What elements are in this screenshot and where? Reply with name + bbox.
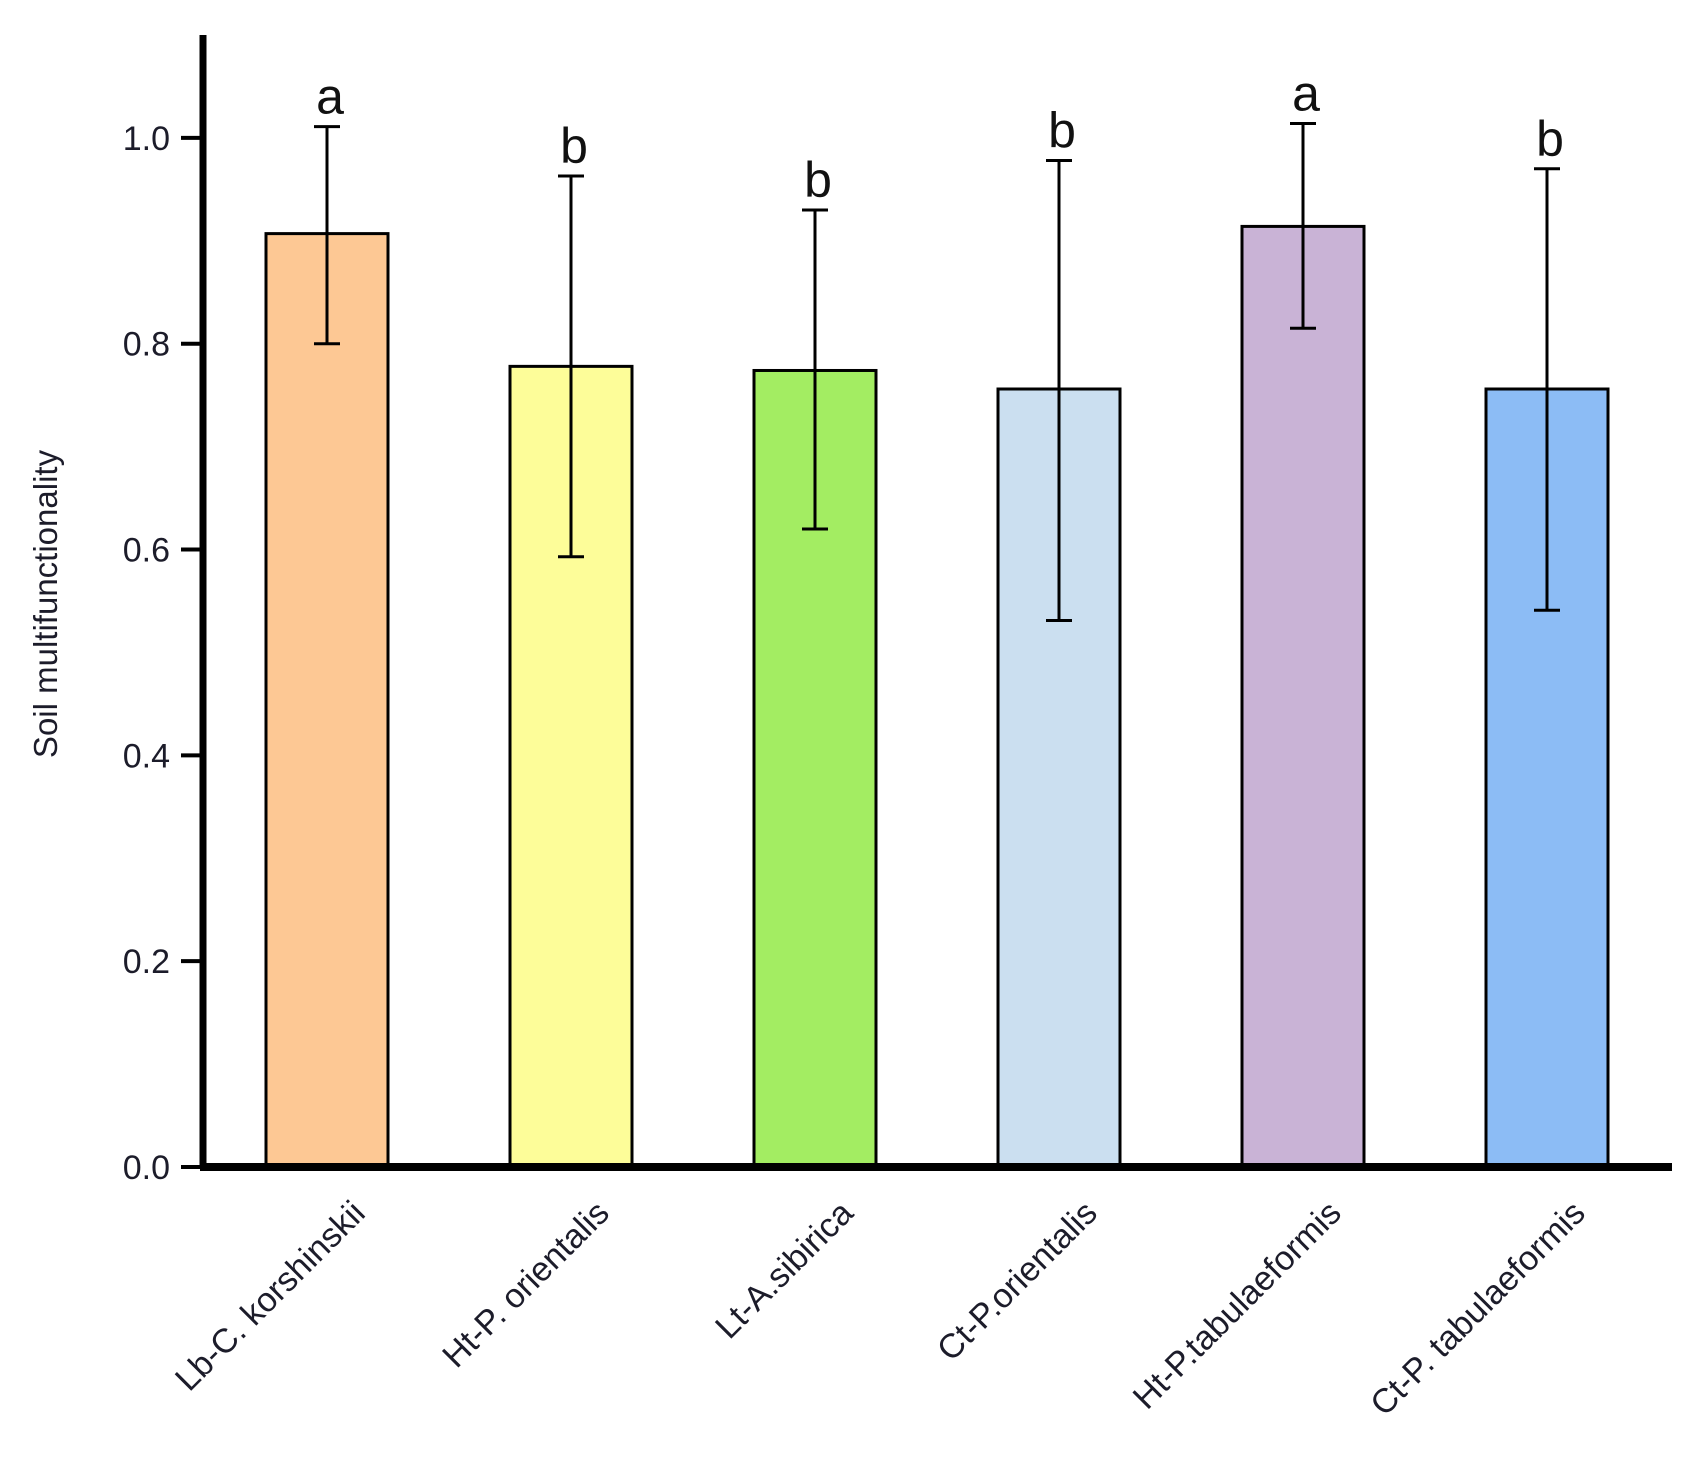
y-tick-label-1: 0.2 — [123, 943, 170, 981]
x-tick-labels-layer: Lb-C. korshinskii Ht-P. orientalis Lt-A.si… — [168, 1194, 1593, 1424]
y-tick-label-5: 1.0 — [123, 120, 170, 158]
category-label-3: Lt-A.sibirica — [708, 1194, 861, 1347]
error-bars-layer — [314, 122, 1560, 623]
y-tick-label-2: 0.4 — [123, 737, 170, 775]
y-axis-title: Soil multifunctionality — [27, 449, 64, 758]
category-label-1: Lb-C. korshinskii — [168, 1194, 373, 1399]
axes-layer — [199, 35, 1672, 1171]
significance-letters-layer: a b b b a b — [316, 66, 1564, 208]
significance-letter-4: b — [1048, 103, 1076, 159]
significance-letter-1: a — [316, 69, 344, 125]
bar-1 — [264, 232, 390, 1169]
category-label-4: Ct-P.orientalis — [930, 1194, 1105, 1369]
category-label-2: Ht-P. orientalis — [435, 1194, 616, 1375]
significance-letter-3: b — [804, 152, 832, 208]
bar-5 — [1240, 224, 1366, 1169]
y-tick-label-3: 0.6 — [123, 532, 170, 570]
significance-letter-2: b — [560, 118, 588, 174]
y-tick-label-0: 0.0 — [123, 1149, 170, 1187]
category-label-5: Ht-P.tabulaeformis — [1126, 1194, 1349, 1417]
significance-letter-6: b — [1536, 111, 1564, 167]
significance-letter-5: a — [1292, 66, 1320, 122]
y-ticks-layer: 0.0 0.2 0.4 0.6 0.8 1.0 — [123, 120, 203, 1187]
category-label-6: Ct-P. tabulaeformis — [1363, 1194, 1593, 1424]
y-tick-label-4: 0.8 — [123, 326, 170, 364]
bars-layer — [264, 224, 1610, 1169]
